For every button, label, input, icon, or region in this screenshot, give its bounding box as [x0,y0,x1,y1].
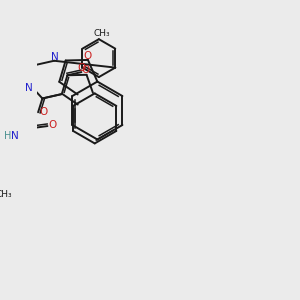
Text: CH₃: CH₃ [94,29,110,38]
Text: CH₃: CH₃ [0,190,12,199]
Text: H: H [4,131,12,141]
Text: O: O [48,120,56,130]
Text: O: O [84,51,92,61]
Text: O: O [77,63,86,73]
Text: N: N [51,52,58,62]
Text: N: N [25,83,32,93]
Text: O: O [81,65,89,75]
Text: O: O [39,107,47,117]
Text: N: N [11,131,19,141]
